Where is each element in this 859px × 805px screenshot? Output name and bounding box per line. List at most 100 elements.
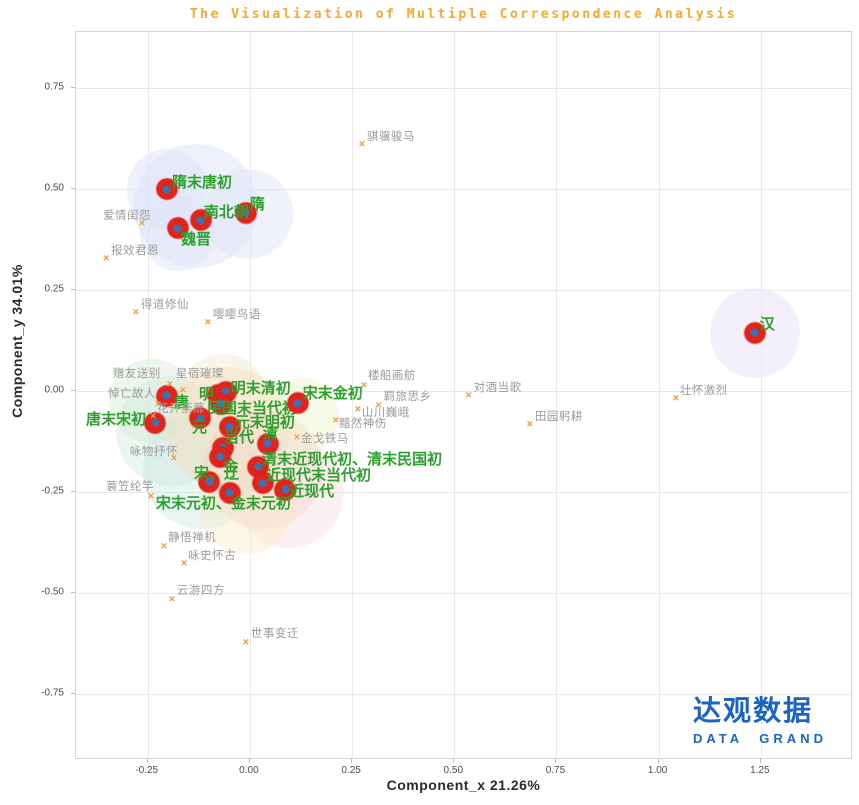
- dynasty-point-center: [241, 208, 250, 217]
- topic-x-marker[interactable]: ×: [180, 557, 188, 570]
- dynasty-point[interactable]: [189, 407, 211, 429]
- dynasty-label: 金: [223, 457, 239, 475]
- topic-x-marker[interactable]: ×: [179, 384, 187, 397]
- y-gridline: [76, 593, 851, 595]
- x-gridline: [760, 32, 762, 758]
- topic-label: 田园躬耕: [534, 410, 583, 423]
- dynasty-point[interactable]: [144, 412, 166, 434]
- y-tick-label: 0.75: [44, 81, 64, 93]
- dynasty-point[interactable]: [167, 217, 189, 239]
- dynasty-point-center: [162, 391, 171, 400]
- dynasty-label: 宋、辽: [194, 464, 240, 482]
- x-gridline: [249, 32, 251, 758]
- topic-x-marker[interactable]: ×: [102, 252, 110, 265]
- topic-x-marker[interactable]: ×: [166, 378, 174, 391]
- x-tick-label: 0.75: [545, 765, 566, 776]
- dynasty-point-center: [151, 418, 160, 427]
- topic-label: 楼船画舫: [367, 370, 416, 383]
- dynasty-point[interactable]: [247, 456, 269, 478]
- dynasty-point[interactable]: [209, 446, 231, 468]
- x-tick-mark: [555, 759, 557, 763]
- dynasty-point[interactable]: [257, 433, 279, 455]
- y-axis-title: Component_y 34.01%: [9, 264, 25, 418]
- dynasty-point[interactable]: [219, 416, 241, 438]
- dynasty-point[interactable]: [210, 393, 232, 415]
- topic-label: 花开荼蘼: [157, 402, 206, 415]
- dynasty-point[interactable]: [235, 202, 257, 224]
- topic-x-marker[interactable]: ×: [465, 389, 472, 402]
- dynasty-point-center: [225, 422, 234, 431]
- y-tick-mark: [71, 693, 75, 695]
- topic-x-marker[interactable]: ×: [170, 452, 178, 465]
- dynasty-label: 隋末唐初: [171, 174, 232, 191]
- topic-x-marker[interactable]: ×: [154, 398, 162, 411]
- topic-x-marker[interactable]: ×: [242, 636, 250, 649]
- dynasty-label: 近现代: [289, 482, 335, 500]
- topic-x-marker[interactable]: ×: [147, 490, 155, 503]
- x-axis-title: Component_x 21.26%: [386, 777, 541, 793]
- y-tick-mark: [71, 86, 75, 88]
- topic-label: 星宿璀璨: [175, 368, 224, 380]
- topic-x-marker[interactable]: ×: [293, 431, 301, 444]
- topic-x-marker[interactable]: ×: [132, 306, 140, 319]
- topic-x-marker[interactable]: ×: [332, 414, 339, 427]
- dynasty-point-center: [216, 399, 225, 408]
- topic-label: 世事变迁: [250, 628, 299, 641]
- topic-x-marker[interactable]: ×: [360, 379, 368, 392]
- topic-label: 静悟禅机: [168, 531, 217, 544]
- topic-x-marker[interactable]: ×: [358, 138, 366, 151]
- y-tick-mark: [71, 390, 75, 391]
- topic-x-marker[interactable]: ×: [149, 410, 157, 423]
- y-tick-mark: [71, 491, 75, 492]
- topic-x-marker[interactable]: ×: [672, 392, 680, 405]
- x-tick-mark: [657, 759, 659, 763]
- y-tick-mark: [71, 592, 75, 594]
- topic-label: 咏物抒怀: [129, 445, 178, 458]
- y-gridline: [76, 391, 851, 392]
- topic-x-marker[interactable]: ×: [204, 316, 212, 329]
- x-tick-mark: [146, 759, 148, 763]
- topic-x-marker[interactable]: ×: [160, 540, 168, 553]
- topic-label: 壮怀激烈: [679, 385, 728, 398]
- y-tick-label: 0.50: [44, 182, 64, 194]
- topic-x-marker[interactable]: ×: [526, 418, 534, 431]
- topic-x-marker[interactable]: ×: [168, 593, 176, 606]
- topic-x-marker[interactable]: ×: [354, 403, 362, 416]
- dynasty-point-center: [221, 387, 230, 396]
- x-tick-label: 0.50: [443, 765, 464, 776]
- dynasty-point[interactable]: [252, 472, 274, 494]
- dynasty-point[interactable]: [219, 482, 241, 504]
- dynasty-label: 宋末金初: [302, 385, 363, 403]
- y-tick-label: 0.25: [44, 283, 64, 295]
- topic-x-marker[interactable]: ×: [138, 217, 146, 230]
- dynasty-point-center: [263, 439, 272, 448]
- topic-label: 黯然神伤: [338, 417, 387, 430]
- topic-label: 爱情闺怨: [103, 210, 151, 223]
- dynasty-point-center: [293, 399, 302, 408]
- dynasty-point[interactable]: [274, 479, 296, 501]
- dynasty-label: 清末近现代初、清末民国初: [262, 450, 443, 468]
- dynasty-point[interactable]: [156, 178, 178, 200]
- x-tick-label: 1.00: [647, 765, 668, 776]
- dynasty-point-center: [216, 452, 225, 461]
- logo-english-text: DATA GRAND: [693, 730, 827, 746]
- dynasty-point[interactable]: [287, 392, 309, 414]
- dynasty-point[interactable]: [744, 322, 766, 344]
- topic-label: 得道修仙: [140, 299, 189, 312]
- dynasty-label: 明末清初: [230, 379, 291, 397]
- topic-label: 嘤嘤鸟语: [212, 309, 261, 322]
- x-tick-label: 1.25: [750, 765, 770, 776]
- x-gridline: [454, 32, 456, 758]
- dynasty-point[interactable]: [156, 385, 178, 407]
- topic-label: 对酒当歌: [473, 381, 522, 394]
- dynasty-point-center: [254, 462, 263, 471]
- topic-x-marker[interactable]: ×: [375, 399, 382, 412]
- topic-label: 云游四方: [176, 584, 225, 597]
- x-gridline: [658, 32, 660, 758]
- dynasty-point[interactable]: [190, 209, 212, 231]
- dynasty-label: 汉: [759, 315, 775, 333]
- dynasty-label: 元末明初: [234, 413, 295, 431]
- x-tick-label: 0.00: [239, 765, 259, 776]
- dynasty-point[interactable]: [198, 471, 220, 493]
- y-gridline: [76, 492, 851, 493]
